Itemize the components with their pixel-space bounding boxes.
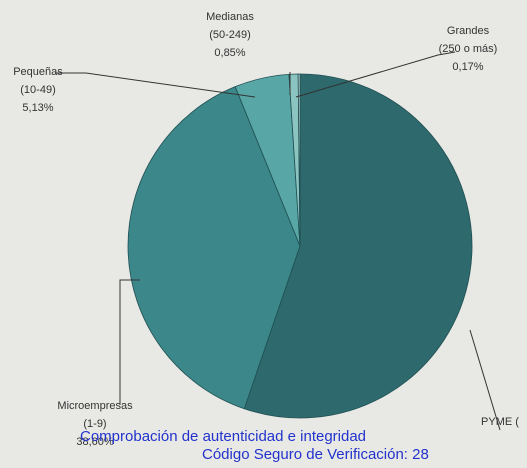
leader-line	[119, 279, 140, 405]
slice-label: Grandes	[447, 25, 490, 37]
slice-label: PYME (	[481, 416, 519, 428]
pie-slice	[297, 73, 301, 247]
slice-label: Microempresas	[57, 400, 133, 412]
slice-range: (50-249)	[209, 29, 251, 41]
slice-value: 38,60%	[76, 436, 114, 448]
leader-line	[469, 329, 501, 431]
slice-value: 5,13%	[22, 102, 53, 114]
slice-label: Medianas	[206, 11, 254, 23]
slice-range: (1-9)	[83, 418, 106, 430]
slice-range: (10-49)	[20, 84, 55, 96]
leader-line	[295, 51, 456, 98]
slice-value: 0,85%	[214, 47, 245, 59]
watermark: Código Seguro de Verificación: 28	[202, 446, 429, 463]
labels: PYME ( Microempresas (1-9) 38,60% Pequeñas (1…	[13, 11, 519, 448]
pie-slice	[127, 86, 301, 410]
slice-label: Pequeñas	[13, 66, 63, 78]
leader-line	[55, 72, 256, 98]
slice-range: (250 o más)	[439, 43, 498, 55]
pie	[127, 73, 473, 419]
watermark: Comprobación de autenticidad e integrida…	[80, 428, 366, 445]
pie-slice	[243, 73, 473, 419]
slice-value: 0,17%	[452, 61, 483, 73]
